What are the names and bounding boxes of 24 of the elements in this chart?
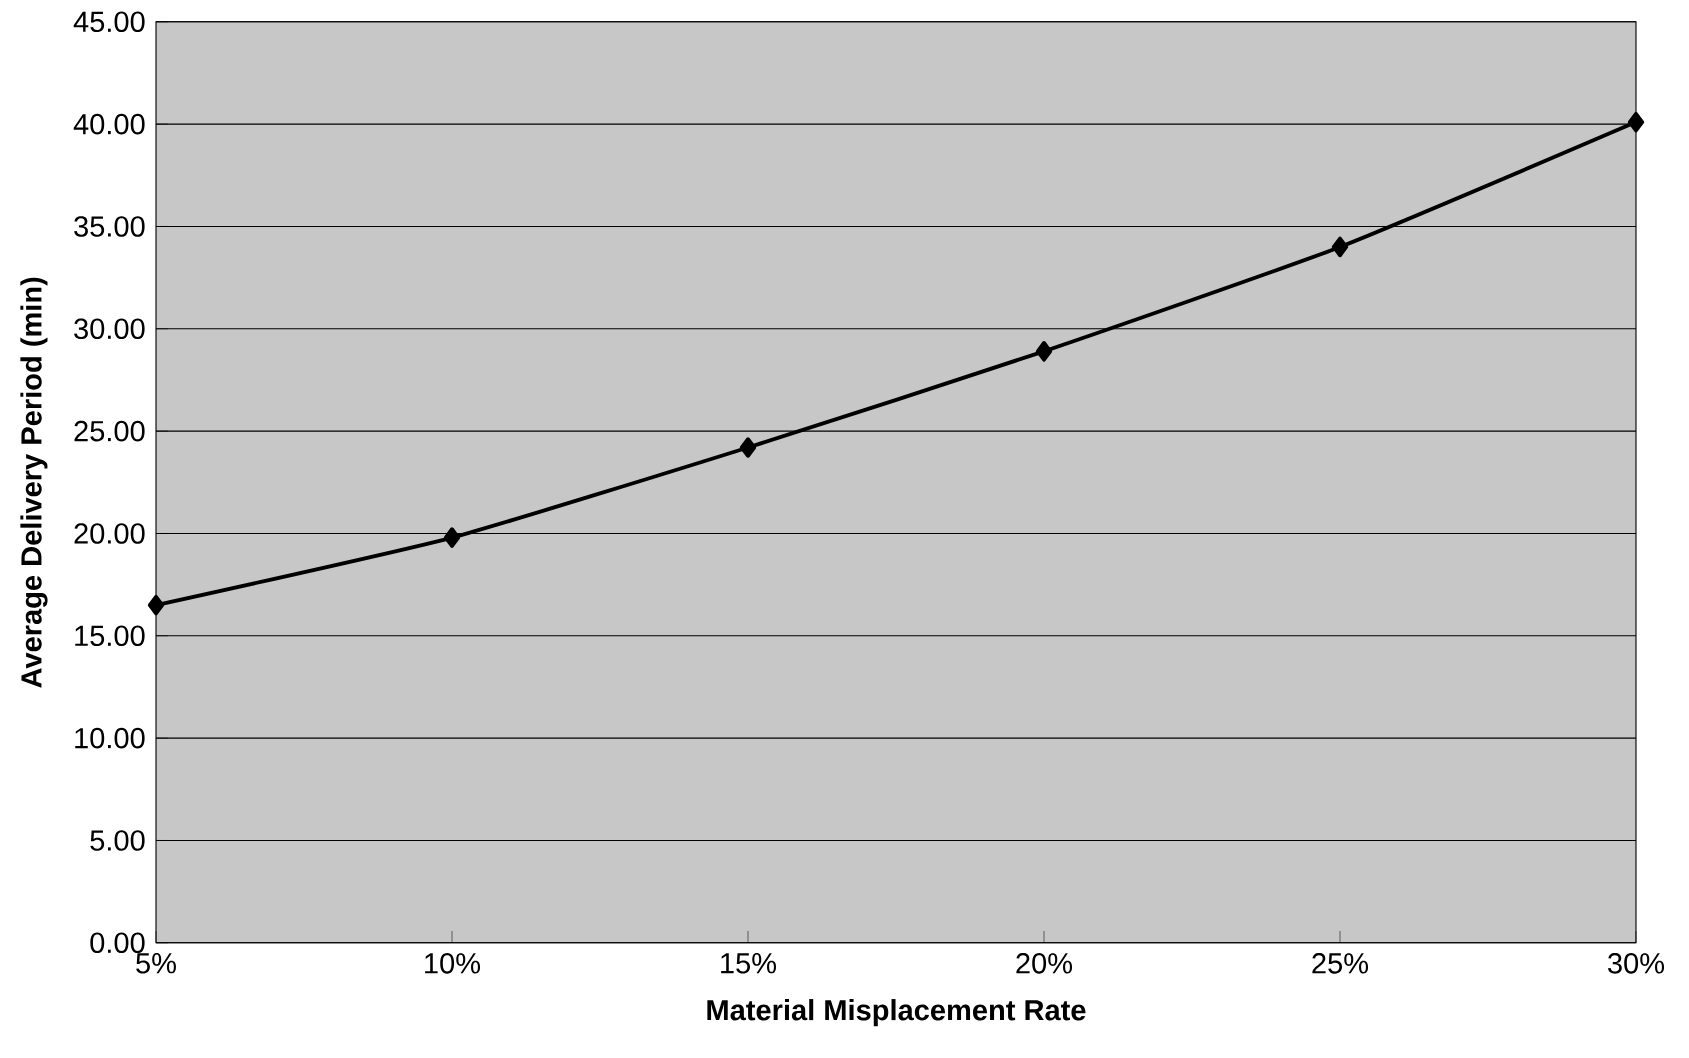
x-tick-label: 20% bbox=[1016, 953, 1073, 974]
y-tick-label: 20.00 bbox=[74, 523, 145, 544]
x-tick-label: 25% bbox=[1312, 953, 1369, 974]
point bbox=[147, 594, 165, 616]
y-tick-label: 10.00 bbox=[75, 727, 145, 749]
point bbox=[443, 527, 461, 548]
y-tick-label: 35.00 bbox=[74, 216, 145, 237]
point bbox=[739, 437, 757, 458]
x-axis-title: Material Misplacement Rate bbox=[707, 999, 1086, 1027]
y-tick-label: 30.00 bbox=[74, 318, 145, 340]
point bbox=[1035, 341, 1053, 362]
x-tick-label: 15% bbox=[721, 953, 777, 974]
x-tick-label: 10% bbox=[425, 953, 481, 974]
point bbox=[1331, 236, 1349, 258]
y-tick-label: 25.00 bbox=[74, 420, 145, 442]
y-axis-title: Average Delivery Period (min) bbox=[20, 277, 48, 688]
y-tick-label: 15.00 bbox=[75, 625, 145, 647]
y-tick-label: 5.00 bbox=[90, 830, 145, 851]
x-tick-label: 30% bbox=[1608, 953, 1665, 974]
point bbox=[1627, 111, 1645, 133]
y-tick-label: 0.00 bbox=[90, 932, 145, 954]
y-tick-label: 45.00 bbox=[73, 11, 145, 33]
y-tick-label: 40.00 bbox=[73, 113, 145, 135]
x-tick-label: 5% bbox=[136, 953, 176, 974]
